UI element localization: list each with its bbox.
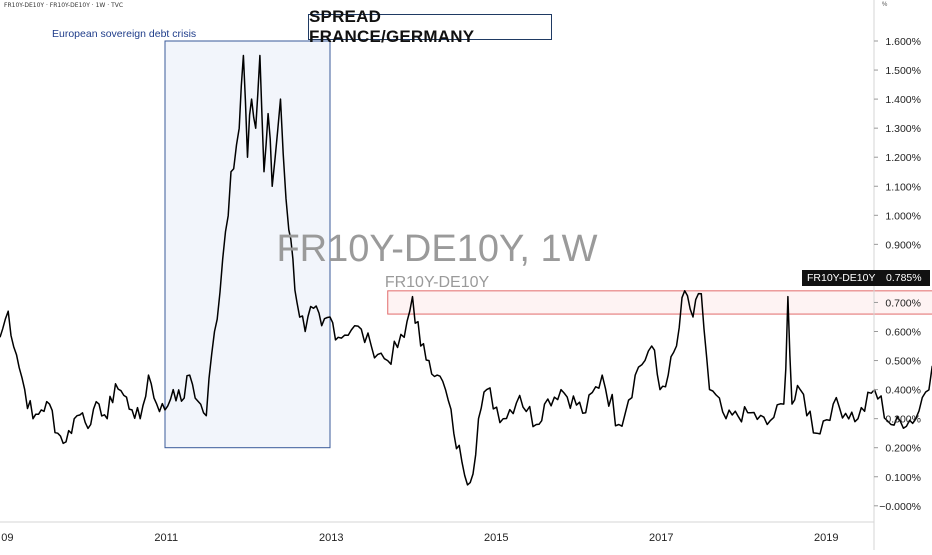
x-tick-label: 2017	[649, 532, 673, 544]
y-tick-label: 1.300%	[885, 123, 921, 135]
axis-unit-label: %	[882, 2, 888, 8]
symbol-header: FR10Y-DE10Y · FR10Y-DE10Y · 1W · TVC	[4, 2, 124, 9]
last-value-number: 0.785%	[886, 272, 922, 284]
y-tick-label: 1.000%	[885, 210, 921, 222]
symbol-watermark: FR10Y-DE10Y, 1W	[276, 228, 598, 270]
chart-title: SPREAD FRANCE/GERMANY	[308, 7, 552, 46]
symbol-watermark-sub: FR10Y-DE10Y	[384, 274, 490, 291]
y-tick-label: 1.600%	[885, 36, 921, 48]
y-tick-label: 0.500%	[885, 356, 921, 368]
x-tick-label: 2013	[319, 532, 343, 544]
series-line-fr10y-de10y	[0, 54, 932, 486]
y-tick-label: 1.400%	[885, 94, 921, 106]
y-tick-label: 0.700%	[885, 297, 921, 309]
y-tick-label: 0.300%	[885, 414, 921, 426]
x-tick-label: 2019	[814, 532, 838, 544]
y-tick-label: 1.200%	[885, 152, 921, 164]
crisis-period-box	[164, 40, 331, 449]
y-tick-label: 1.100%	[885, 181, 921, 193]
last-value-series-name: FR10Y-DE10Y	[807, 272, 876, 284]
y-tick-label: 0.100%	[885, 472, 921, 484]
y-tick-label: 0.200%	[885, 443, 921, 455]
y-tick-label: 1.500%	[885, 65, 921, 77]
y-tick-label: 0.900%	[885, 239, 921, 251]
x-tick-label: 2011	[154, 532, 178, 544]
last-value-tag[interactable]: FR10Y-DE10Y 0.785%	[802, 270, 930, 286]
y-tick-label: −0.000%	[879, 501, 921, 513]
crisis-annotation-label: European sovereign debt crisis	[52, 28, 197, 40]
x-tick-label: 09	[1, 532, 13, 544]
resistance-zone	[387, 290, 932, 315]
y-tick-label: 0.400%	[885, 385, 921, 397]
x-tick-label: 2015	[484, 532, 508, 544]
y-tick-label: 0.600%	[885, 327, 921, 339]
